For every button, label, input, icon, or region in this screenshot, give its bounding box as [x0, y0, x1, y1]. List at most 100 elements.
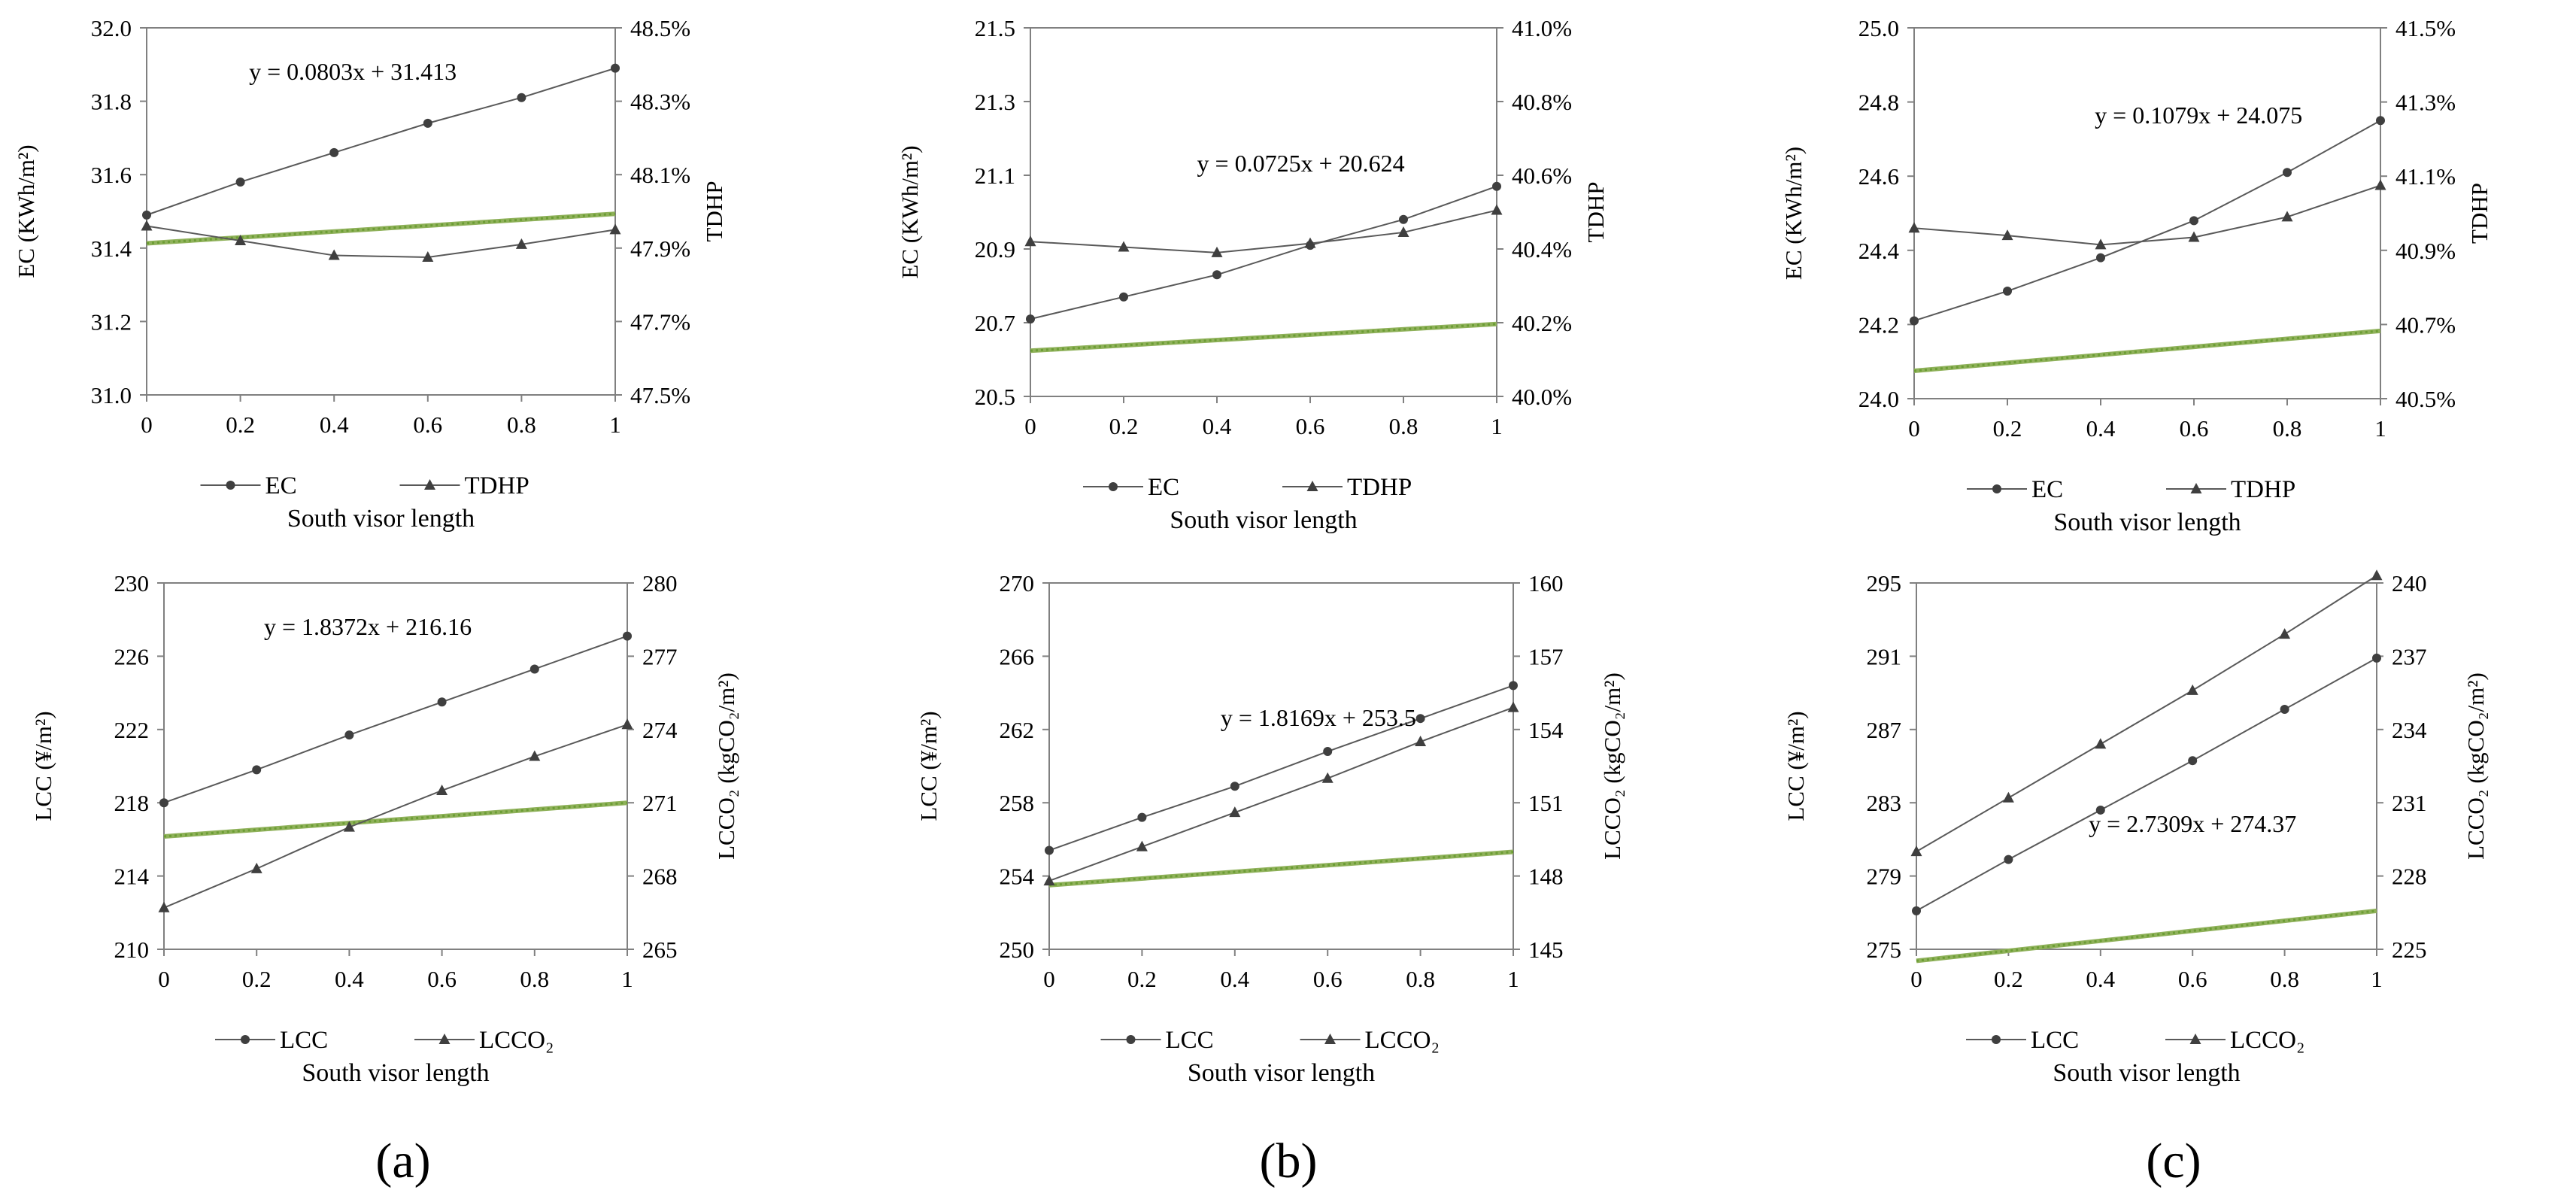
legend-label: LCC [280, 1027, 328, 1054]
y-axis-title: LCC (¥/m²) [30, 711, 56, 821]
chart-panels: 31.0 31.2 31.4 31.6 31.8 32.0 47.5% 47.7% 47.9% 4… [13, 15, 2493, 1087]
x-tick-label: 0.2 [242, 966, 272, 992]
y-tick-label: 31.6 [91, 162, 132, 188]
y-axis-title: EC (KWh/m²) [13, 144, 39, 278]
legend-swatch-marker [2190, 483, 2202, 493]
legend-swatch-marker [2189, 1034, 2201, 1044]
x-tick-label: 0.4 [2086, 415, 2116, 442]
data-point [1323, 747, 1333, 757]
data-point [158, 901, 170, 912]
y2-tick-label: 40.9% [2395, 238, 2456, 264]
data-point [2189, 216, 2198, 226]
x-tick-label: 0.4 [2086, 966, 2115, 992]
data-point [2004, 855, 2013, 864]
y2-tick-label: 148 [1528, 864, 1564, 890]
data-point [141, 220, 153, 231]
legend-label: TDHP [2231, 476, 2295, 503]
data-point [1043, 875, 1055, 886]
y-tick-label: 24.8 [1858, 90, 1899, 116]
x-tick-label: 0.6 [413, 411, 442, 438]
data-point [2283, 168, 2292, 178]
chart-b-top: 20.5 20.7 20.9 21.1 21.3 21.5 40.0% 40.2% 40.4% 4… [897, 15, 1609, 534]
data-point [2188, 231, 2200, 242]
x-axis-title: South visor length [1170, 506, 1357, 534]
y2-axis-title: LCCO₂ (kgCO₂/m²) [713, 672, 739, 860]
y-tick-label: 31.0 [91, 382, 132, 408]
data-point [1397, 226, 1409, 237]
y-tick-label: 283 [1867, 790, 1902, 816]
chart-a-bottom: 210 214 218 222 226 230 265 268 271 274 277 280 0 0.2… [30, 570, 739, 1087]
y2-tick-label: 41.0% [1512, 15, 1572, 41]
plot-frame [1030, 27, 1497, 397]
y2-tick-label: 40.8% [1512, 89, 1572, 115]
series-line [1030, 185, 1497, 320]
series-line [1030, 209, 1497, 253]
data-point [609, 223, 621, 235]
data-point [2095, 805, 2105, 815]
data-point [529, 664, 539, 674]
x-tick-label: 0.2 [1109, 413, 1139, 439]
data-point [529, 750, 541, 761]
y2-axis-title: LCCO₂ (kgCO₂/m²) [2462, 672, 2489, 860]
data-point [1026, 314, 1035, 324]
y-axis-title: EC (KWh/m²) [897, 145, 923, 278]
y2-tick-label: 240 [2392, 570, 2427, 596]
trendline-dotted [1913, 329, 2381, 372]
data-point [1415, 736, 1427, 747]
y-tick-label: 254 [1000, 864, 1035, 890]
y2-tick-label: 154 [1528, 717, 1564, 743]
trendline-dotted [1048, 851, 1514, 887]
trendline-dotted [163, 801, 628, 838]
legend-swatch-marker [438, 1034, 451, 1044]
y-tick-label: 210 [114, 936, 150, 963]
y-tick-label: 275 [1867, 936, 1902, 963]
chart-b-bottom: 250 254 258 262 266 270 145 148 151 154 157 160 0 0.2… [915, 570, 1625, 1087]
data-point [1415, 714, 1425, 724]
series-line [1048, 685, 1514, 851]
data-point [2372, 653, 2381, 663]
data-point [517, 93, 526, 102]
y-tick-label: 25.0 [1858, 15, 1899, 41]
data-point [611, 63, 620, 73]
data-point [1229, 806, 1241, 818]
x-axis-title: South visor length [1188, 1059, 1375, 1087]
x-tick-label: 0.6 [2180, 415, 2209, 442]
y2-tick-label: 145 [1528, 936, 1564, 963]
y2-tick-label: 234 [2392, 717, 2427, 743]
plot-frame [1913, 27, 2381, 399]
x-tick-label: 0 [141, 411, 153, 438]
y-tick-label: 21.5 [975, 15, 1015, 41]
x-tick-label: 1 [2374, 415, 2386, 442]
y2-tick-label: 48.1% [630, 162, 690, 188]
data-point [1908, 222, 1920, 233]
panel-label-c: (c) [2146, 1134, 2201, 1188]
trendline-equation: y = 0.0803x + 31.413 [249, 58, 457, 85]
trendline-equation: y = 0.1079x + 24.075 [2095, 102, 2302, 129]
x-axis-title: South visor length [2053, 1059, 2240, 1087]
trendline-equation: y = 2.7309x + 274.37 [2089, 810, 2296, 837]
x-tick-label: 0 [1024, 413, 1036, 439]
legend-label: LCC [2031, 1027, 2079, 1054]
legend-label: EC [2031, 476, 2063, 503]
trendline-dotted [1030, 323, 1497, 352]
y2-tick-label: 228 [2392, 864, 2427, 890]
y2-tick-label: 40.2% [1512, 310, 1572, 336]
data-point [1211, 246, 1223, 257]
y-tick-label: 262 [1000, 717, 1035, 743]
y-tick-label: 20.9 [975, 236, 1015, 263]
series-line [1048, 706, 1514, 882]
y-axis-title: LCC (¥/m²) [915, 711, 942, 821]
y2-tick-label: 268 [642, 864, 678, 890]
y2-axis-title: TDHP [2466, 183, 2493, 244]
x-tick-label: 0 [1908, 415, 1920, 442]
data-point [2281, 211, 2293, 222]
legend-label: TDHP [1347, 474, 1412, 501]
x-tick-label: 0.8 [1406, 966, 1435, 992]
data-point [1137, 812, 1147, 822]
data-point [1119, 292, 1128, 302]
y2-tick-label: 237 [2392, 643, 2427, 669]
legend-swatch-marker [241, 1035, 250, 1044]
data-point [2186, 684, 2198, 695]
y-tick-label: 21.3 [975, 89, 1015, 115]
data-point [328, 249, 340, 260]
